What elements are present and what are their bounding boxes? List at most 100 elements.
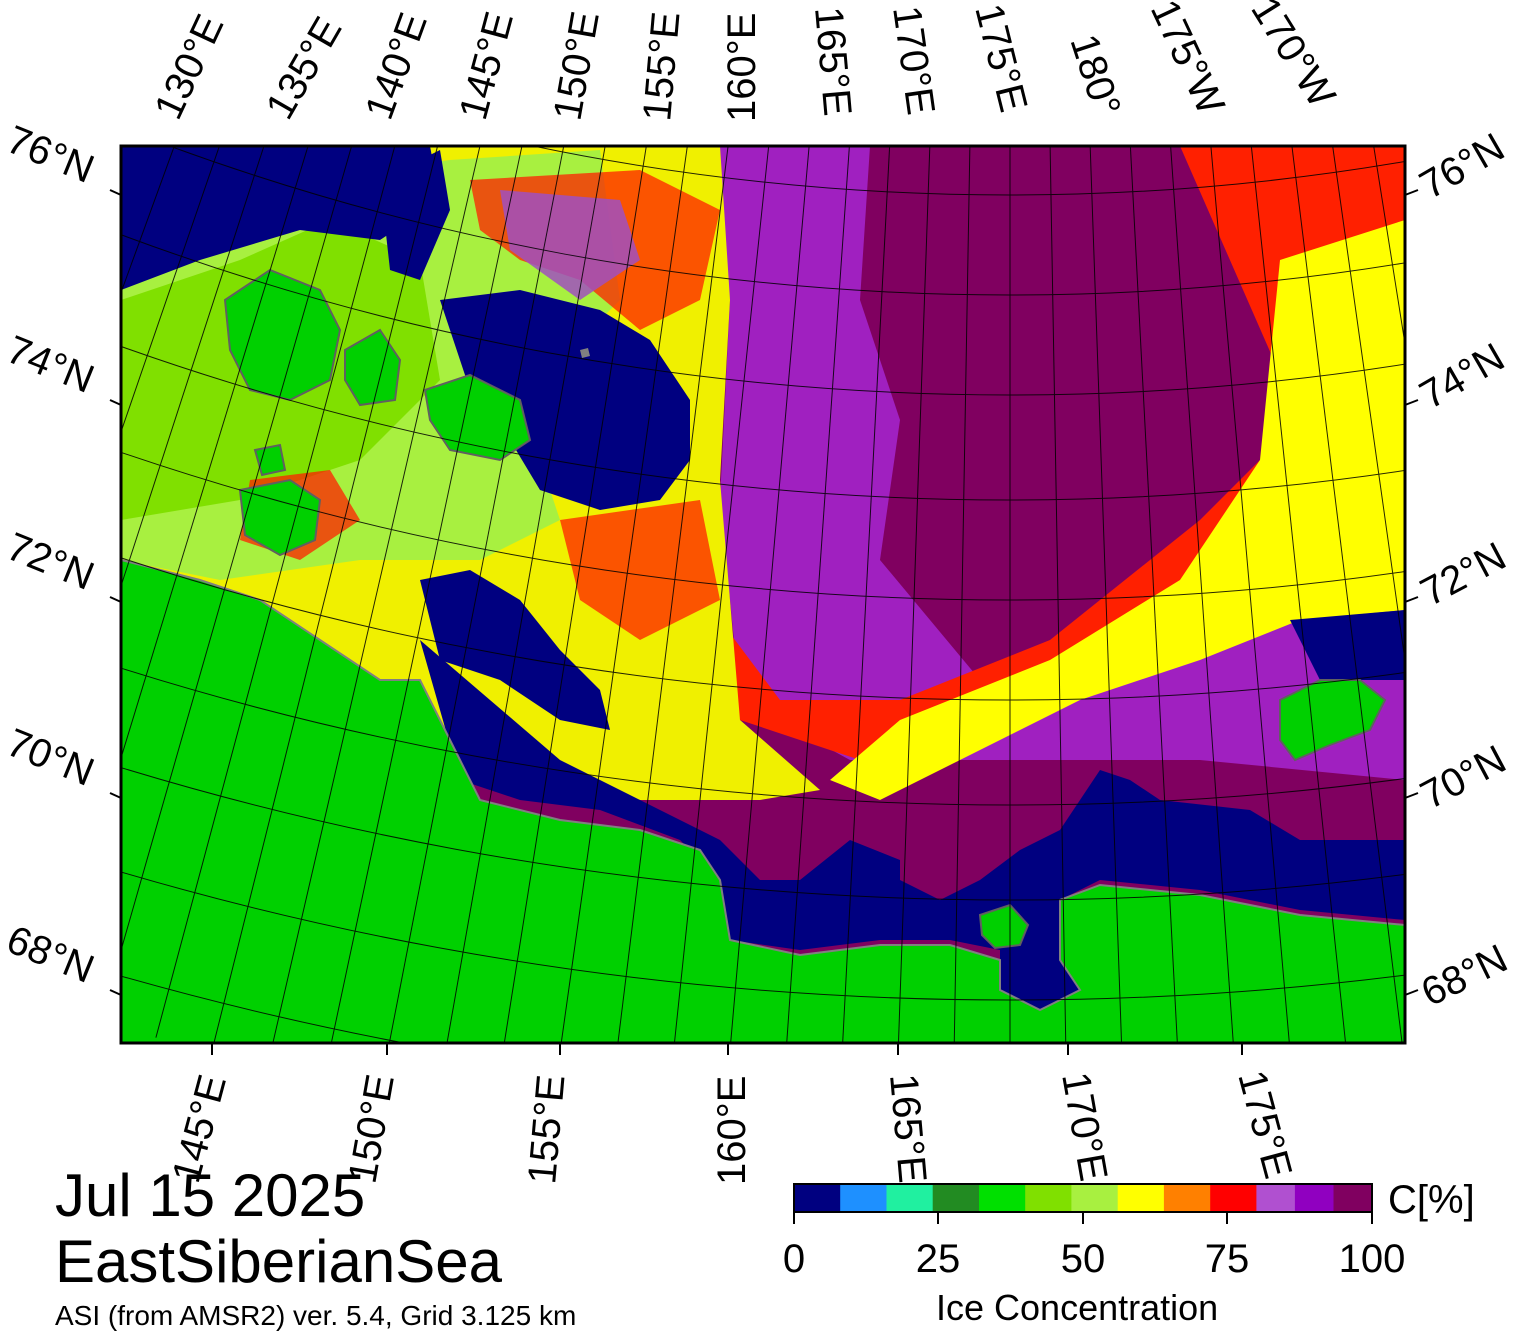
colorbar-swatch: [1294, 1184, 1334, 1212]
top-lon-label: 130°E: [146, 8, 232, 126]
colorbar-swatch: [1333, 1184, 1373, 1212]
top-lon-label: 170°W: [1242, 0, 1343, 115]
top-lon-label: 140°E: [357, 7, 436, 125]
right-lat-label: 76°N: [1413, 125, 1512, 208]
bottom-lon-label: 165°E: [881, 1072, 934, 1185]
meridian-line: [213, 146, 439, 1043]
meridian-line: [272, 146, 481, 1043]
colorbar-tick-label: 25: [916, 1237, 961, 1281]
meridian-line: [121, 146, 353, 953]
land-coast-islet-bay: [580, 348, 590, 358]
ice-red-patches-west: [240, 170, 720, 640]
top-lon-label: 160°E: [720, 13, 764, 122]
colorbar-unit: C[%]: [1388, 1178, 1475, 1222]
open-water-coastal: [420, 640, 1405, 1010]
open-water-central-bay: [440, 290, 690, 510]
colorbar-swatch: [979, 1184, 1026, 1212]
data-source-note: ASI (from AMSR2) ver. 5.4, Grid 3.125 km: [55, 1300, 577, 1331]
ice-purple-patches-west: [500, 190, 640, 300]
left-lat-label: 68°N: [1, 918, 100, 992]
meridian-line: [1210, 146, 1290, 1043]
meridian-line: [1250, 146, 1347, 1043]
colorbar-tick-label: 0: [783, 1237, 805, 1281]
bottom-lon-label: 170°E: [1053, 1069, 1115, 1184]
meridian-line: [730, 146, 810, 1043]
bottom-lon-label: 175°E: [1229, 1066, 1300, 1183]
open-water-northwest: [121, 146, 440, 290]
meridian-line: [617, 146, 729, 1043]
meridian-line: [842, 146, 891, 1043]
colorbar: [794, 1184, 1373, 1212]
meridian-line: [155, 146, 396, 1038]
land-wrangel-island: [1279, 679, 1387, 762]
top-lon-label: 135°E: [258, 10, 351, 127]
meridian-line: [503, 146, 647, 1043]
colorbar-ticks: [793, 1212, 1373, 1224]
meridian-line: [1089, 146, 1123, 1043]
colorbar-swatch: [886, 1184, 934, 1212]
left-lat-label: 74°N: [1, 328, 100, 402]
meridian-line: [1373, 146, 1405, 348]
open-water-north-lagoon: [380, 150, 450, 280]
meridian-line: [1129, 146, 1178, 1043]
right-lat-label: 72°N: [1414, 534, 1514, 615]
colorbar-swatch: [1117, 1184, 1165, 1212]
meridian-line: [673, 146, 770, 1043]
axis-ticks: [109, 189, 1419, 1055]
right-latitude-labels: 76°N 74°N 72°N 70°N 68°N: [1413, 125, 1515, 1015]
top-lon-label: 165°E: [806, 5, 859, 118]
meridian-line: [1291, 146, 1403, 1043]
meridian-line: [1049, 146, 1067, 1043]
top-lon-label: 150°E: [546, 8, 608, 123]
map-frame: [121, 42, 1527, 1065]
colorbar-swatch: [932, 1184, 980, 1212]
meridian-line: [1170, 146, 1234, 1043]
right-lat-label: 68°N: [1415, 936, 1515, 1015]
colorbar-swatch: [1210, 1184, 1257, 1212]
open-water-south-bay: [420, 570, 610, 730]
meridian-line: [786, 146, 850, 1043]
right-lat-label: 70°N: [1414, 737, 1514, 818]
colorbar-swatch: [1256, 1184, 1296, 1212]
top-lon-label: 170°E: [884, 3, 943, 117]
meridian-line: [953, 146, 971, 1043]
colorbar-swatch: [1025, 1184, 1072, 1212]
meridian-line: [1332, 146, 1405, 665]
bottom-lon-label: 160°E: [710, 1076, 754, 1185]
top-longitude-labels: 130°E 135°E 140°E 145°E 150°E 155°E 160°…: [146, 0, 1343, 127]
land-new-siberian-island-1: [223, 268, 342, 402]
top-lon-label: 175°E: [966, 0, 1035, 116]
meridian-line: [121, 146, 265, 588]
left-lat-label: 72°N: [1, 525, 100, 599]
meridian-line: [121, 146, 309, 760]
top-lon-label: 145°E: [451, 7, 522, 124]
top-lon-label: 180°: [1061, 29, 1128, 121]
colorbar-swatch: [1163, 1184, 1211, 1212]
top-lon-label: 155°E: [635, 10, 688, 123]
right-lat-label: 74°N: [1413, 335, 1512, 418]
map-border: [119, 144, 1407, 1045]
meridian-line: [560, 146, 688, 1043]
colorbar-tick-label: 100: [1339, 1237, 1406, 1281]
graticule: [121, 42, 1527, 1065]
map-region-title: EastSiberianSea: [55, 1228, 502, 1295]
top-lon-label: 175°W: [1142, 0, 1233, 121]
colorbar-tick-label: 75: [1205, 1237, 1250, 1281]
bottom-lon-label: 155°E: [520, 1073, 573, 1186]
left-lat-label: 76°N: [1, 118, 100, 192]
colorbar-swatch: [840, 1184, 887, 1212]
colorbar-tick-label: 50: [1061, 1237, 1106, 1281]
land-new-siberian-island-2: [344, 328, 402, 407]
land-siberian-mainland: [121, 558, 1405, 1043]
left-latitude-labels: 76°N 74°N 72°N 70°N 68°N: [1, 118, 100, 992]
colorbar-swatch: [1071, 1184, 1119, 1212]
left-lat-label: 70°N: [1, 721, 100, 795]
meridian-line: [1516, 42, 1527, 1065]
meridian-line: [388, 146, 565, 1043]
meridian-line: [897, 146, 931, 1043]
colorbar-swatch: [794, 1184, 841, 1212]
colorbar-title: Ice Concentration: [936, 1287, 1219, 1328]
map-date: Jul 15 2025: [55, 1162, 366, 1229]
land-new-siberian-island-3: [423, 373, 532, 462]
